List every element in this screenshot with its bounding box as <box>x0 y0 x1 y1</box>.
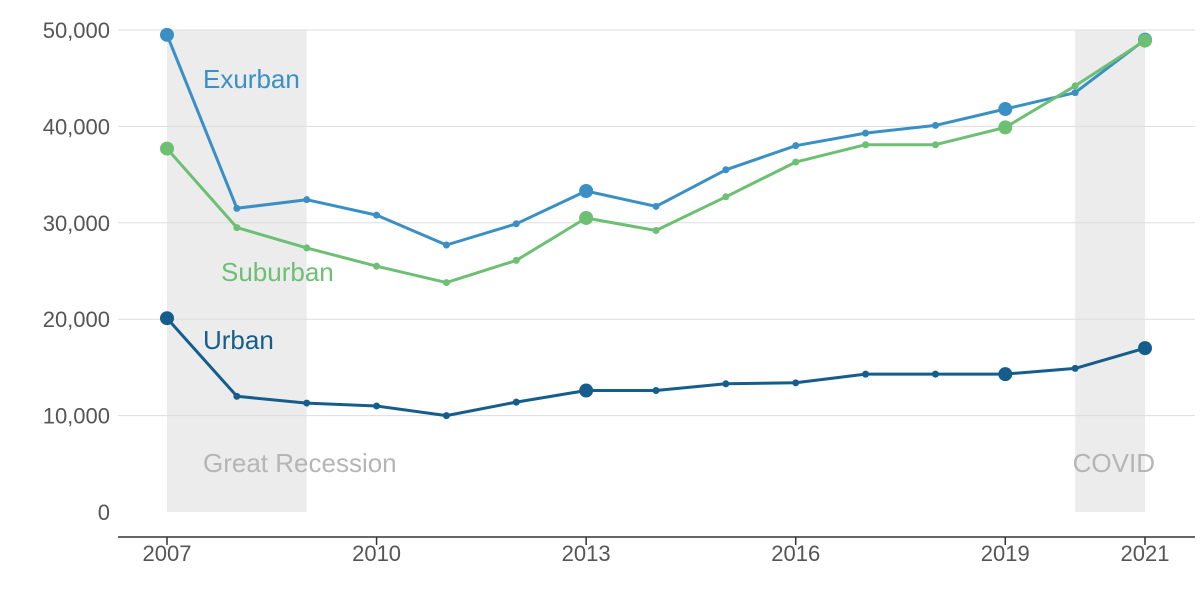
y-tick-label-0: 0 <box>98 500 110 525</box>
data-point-urban-2020 <box>1071 364 1079 372</box>
data-point-suburban-2009 <box>303 244 311 252</box>
x-tick-label-2013: 2013 <box>562 541 611 566</box>
y-tick-label-10000: 10,000 <box>43 404 110 429</box>
data-point-urban-2019 <box>998 367 1013 382</box>
data-point-urban-2016 <box>792 379 800 387</box>
data-point-urban-2009 <box>303 399 311 407</box>
data-point-suburban-2019 <box>998 120 1013 135</box>
y-tick-label-50000: 50,000 <box>43 18 110 43</box>
series-lines <box>160 27 1152 420</box>
series-exurban <box>160 27 1152 249</box>
series-line-urban <box>165 316 1147 418</box>
data-point-suburban-2007 <box>160 141 174 156</box>
data-point-exurban-2016 <box>792 142 800 150</box>
data-point-urban-2010 <box>373 402 381 410</box>
series-label-suburban: Suburban <box>221 257 334 287</box>
x-axis-ticks: 2007 2010 2013 2016 2019 2021 <box>143 537 1170 566</box>
data-point-exurban-2012 <box>512 220 520 228</box>
shaded-periods: Great Recession COVID <box>167 30 1155 512</box>
shaded-period-great-recession <box>167 30 307 512</box>
x-tick-label-2007: 2007 <box>143 541 192 566</box>
series-labels: Exurban Suburban Urban <box>203 64 334 355</box>
data-point-exurban-2008 <box>233 204 241 212</box>
data-point-exurban-2020 <box>1071 89 1079 97</box>
data-point-urban-2018 <box>931 370 939 378</box>
data-point-suburban-2011 <box>442 279 450 287</box>
data-point-exurban-2017 <box>862 129 870 137</box>
data-point-suburban-2017 <box>862 141 870 149</box>
data-point-exurban-2013 <box>579 183 594 198</box>
x-tick-label-2010: 2010 <box>352 541 401 566</box>
y-axis-tick-labels: 0 10,000 20,000 30,000 40,000 50,000 <box>43 18 110 525</box>
x-tick-label-2016: 2016 <box>771 541 820 566</box>
data-point-urban-2011 <box>442 412 450 420</box>
shaded-period-covid <box>1075 30 1145 512</box>
data-point-exurban-2015 <box>722 166 730 174</box>
data-point-suburban-2010 <box>373 262 381 270</box>
data-point-suburban-2021 <box>1138 33 1152 48</box>
data-point-exurban-2018 <box>931 121 939 129</box>
series-label-urban: Urban <box>203 325 274 355</box>
data-point-urban-2021 <box>1138 341 1152 356</box>
data-point-exurban-2007 <box>160 27 174 42</box>
data-point-suburban-2012 <box>512 256 520 264</box>
data-point-urban-2008 <box>233 392 241 400</box>
data-point-urban-2014 <box>652 387 660 395</box>
data-point-suburban-2008 <box>233 224 241 232</box>
data-point-urban-2015 <box>722 380 730 388</box>
data-point-exurban-2009 <box>303 196 311 204</box>
data-point-suburban-2014 <box>652 227 660 235</box>
series-line-exurban <box>165 33 1147 247</box>
series-label-exurban: Exurban <box>203 64 300 94</box>
shaded-period-label-great-recession: Great Recession <box>203 448 397 478</box>
y-tick-label-30000: 30,000 <box>43 211 110 236</box>
data-point-urban-2013 <box>579 383 594 398</box>
x-tick-label-2019: 2019 <box>981 541 1030 566</box>
data-point-exurban-2011 <box>442 241 450 249</box>
y-tick-label-20000: 20,000 <box>43 307 110 332</box>
data-point-suburban-2018 <box>931 141 939 149</box>
data-point-exurban-2019 <box>998 102 1013 117</box>
series-urban <box>160 311 1152 420</box>
data-point-suburban-2015 <box>722 193 730 201</box>
data-point-urban-2012 <box>512 398 520 406</box>
data-point-exurban-2014 <box>652 202 660 210</box>
series-suburban <box>160 33 1152 287</box>
data-point-exurban-2010 <box>373 211 381 219</box>
data-point-suburban-2013 <box>579 210 594 225</box>
data-point-suburban-2016 <box>792 158 800 166</box>
data-point-urban-2007 <box>160 311 174 326</box>
data-point-suburban-2020 <box>1071 82 1079 90</box>
x-tick-label-2021: 2021 <box>1121 541 1170 566</box>
shaded-period-label-covid: COVID <box>1073 448 1155 478</box>
gridlines <box>118 29 1195 417</box>
series-line-suburban <box>165 39 1147 285</box>
y-tick-label-40000: 40,000 <box>43 114 110 139</box>
data-point-urban-2017 <box>862 370 870 378</box>
